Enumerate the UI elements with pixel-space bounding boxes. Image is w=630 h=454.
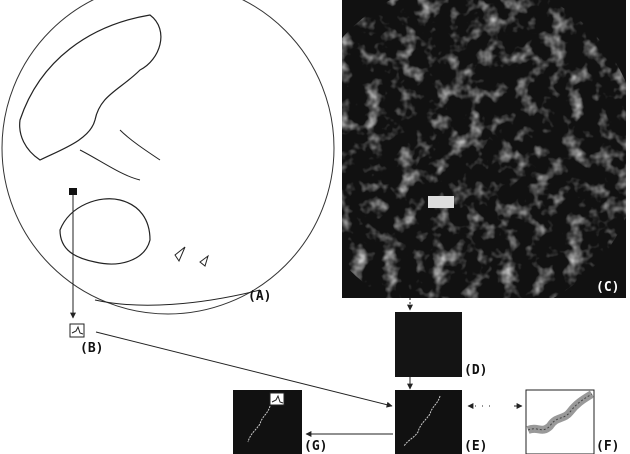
selection-box <box>428 196 454 208</box>
satellite-texture <box>342 0 626 298</box>
panel-label: (B) <box>80 341 103 356</box>
panel-label: (C) <box>596 280 619 295</box>
figure: (A) (B) (C) (D) (E) (F) (G) <box>0 0 630 454</box>
panel-label: (F) <box>596 439 619 454</box>
panel-label: (D) <box>464 363 487 378</box>
panel-label: (G) <box>304 439 327 454</box>
panel-label: (A) <box>248 289 271 304</box>
globe-map <box>2 0 334 314</box>
result-image <box>233 390 302 454</box>
panel-label: (E) <box>464 439 487 454</box>
selection-box <box>70 324 84 337</box>
cropped-image <box>395 312 462 377</box>
